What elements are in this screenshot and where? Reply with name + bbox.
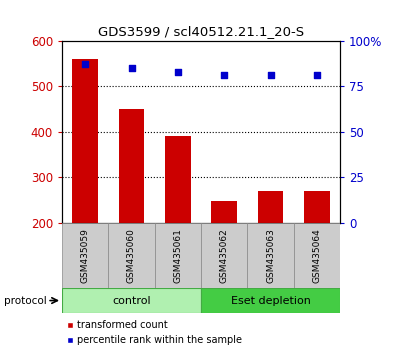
- Bar: [258, 191, 283, 223]
- Point: [82, 62, 88, 67]
- Point: [221, 73, 227, 78]
- Text: control: control: [112, 296, 151, 306]
- Title: GDS3599 / scl40512.21.1_20-S: GDS3599 / scl40512.21.1_20-S: [98, 25, 304, 38]
- Point: [314, 73, 320, 78]
- Bar: [108, 223, 155, 289]
- Bar: [62, 223, 108, 289]
- Text: GSM435061: GSM435061: [173, 228, 182, 283]
- Point: [175, 69, 181, 75]
- Bar: [212, 201, 237, 223]
- Text: Eset depletion: Eset depletion: [230, 296, 310, 306]
- Text: GSM435064: GSM435064: [312, 228, 321, 283]
- Bar: [201, 288, 340, 313]
- Bar: [72, 59, 98, 223]
- Bar: [62, 288, 201, 313]
- Text: GSM435059: GSM435059: [81, 228, 90, 283]
- Bar: [304, 191, 330, 223]
- Bar: [155, 223, 201, 289]
- Point: [128, 65, 135, 71]
- Bar: [165, 136, 190, 223]
- Text: GSM435062: GSM435062: [220, 228, 229, 283]
- Legend: transformed count, percentile rank within the sample: transformed count, percentile rank withi…: [61, 316, 246, 349]
- Point: [267, 73, 274, 78]
- Bar: [294, 223, 340, 289]
- Text: GSM435063: GSM435063: [266, 228, 275, 283]
- Bar: [247, 223, 294, 289]
- Text: GSM435060: GSM435060: [127, 228, 136, 283]
- Bar: [119, 109, 144, 223]
- Bar: [201, 223, 247, 289]
- Text: protocol: protocol: [4, 296, 47, 306]
